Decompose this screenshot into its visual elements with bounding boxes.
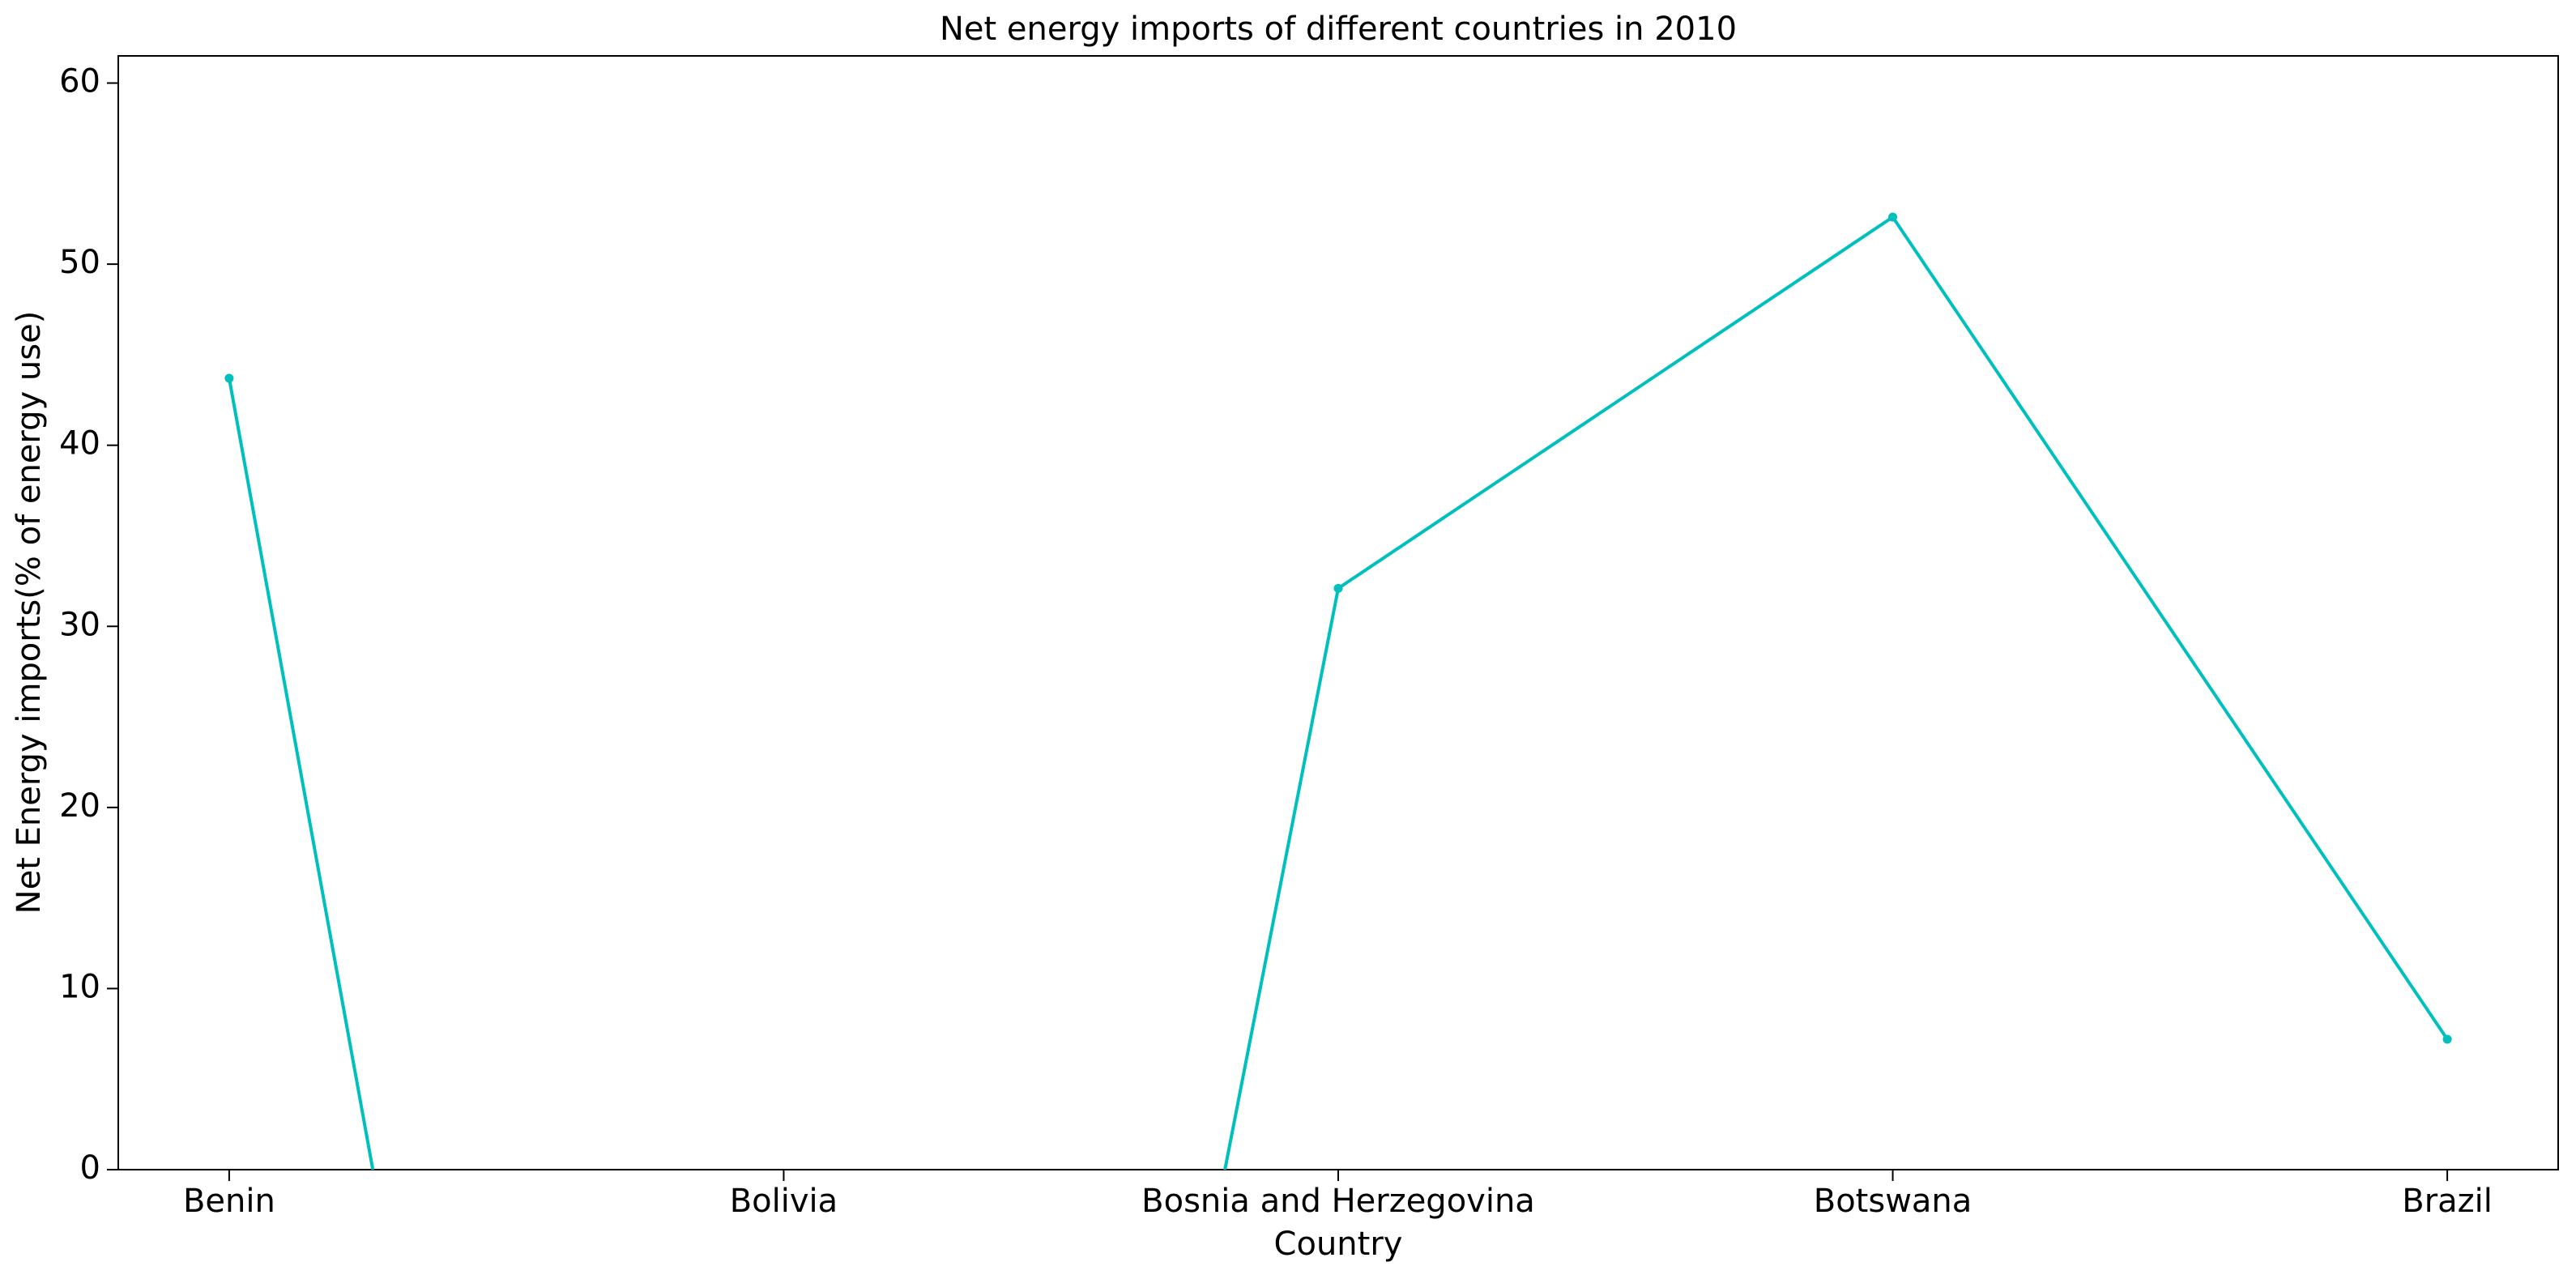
x-tick-label: Botswana [1814, 1183, 1973, 1220]
plot-frame [117, 55, 2559, 1170]
y-tick-label: 30 [59, 606, 100, 643]
marker [1888, 212, 1898, 222]
x-axis-label: Country [1274, 1226, 1403, 1263]
chart-title: Net energy imports of different countrie… [940, 11, 1737, 48]
y-tick-label: 40 [59, 425, 100, 463]
y-tick-label: 10 [59, 968, 100, 1005]
y-tick-label: 20 [59, 787, 100, 825]
marker [224, 373, 234, 383]
plot-area [224, 212, 2452, 1170]
x-tick-label: Benin [183, 1183, 275, 1220]
y-tick-label: 0 [80, 1149, 100, 1187]
marker [1333, 583, 1343, 593]
marker [2442, 1034, 2452, 1044]
y-tick-label: 60 [59, 63, 100, 100]
line [227, 215, 2449, 1170]
x-tick-label: Bolivia [730, 1183, 838, 1220]
y-tick-label: 50 [59, 244, 100, 281]
x-tick-label: Brazil [2402, 1183, 2493, 1220]
y-axis-label: Net Energy imports(% of energy use) [11, 311, 48, 914]
x-tick-label: Bosnia and Herzegovina [1141, 1183, 1535, 1220]
